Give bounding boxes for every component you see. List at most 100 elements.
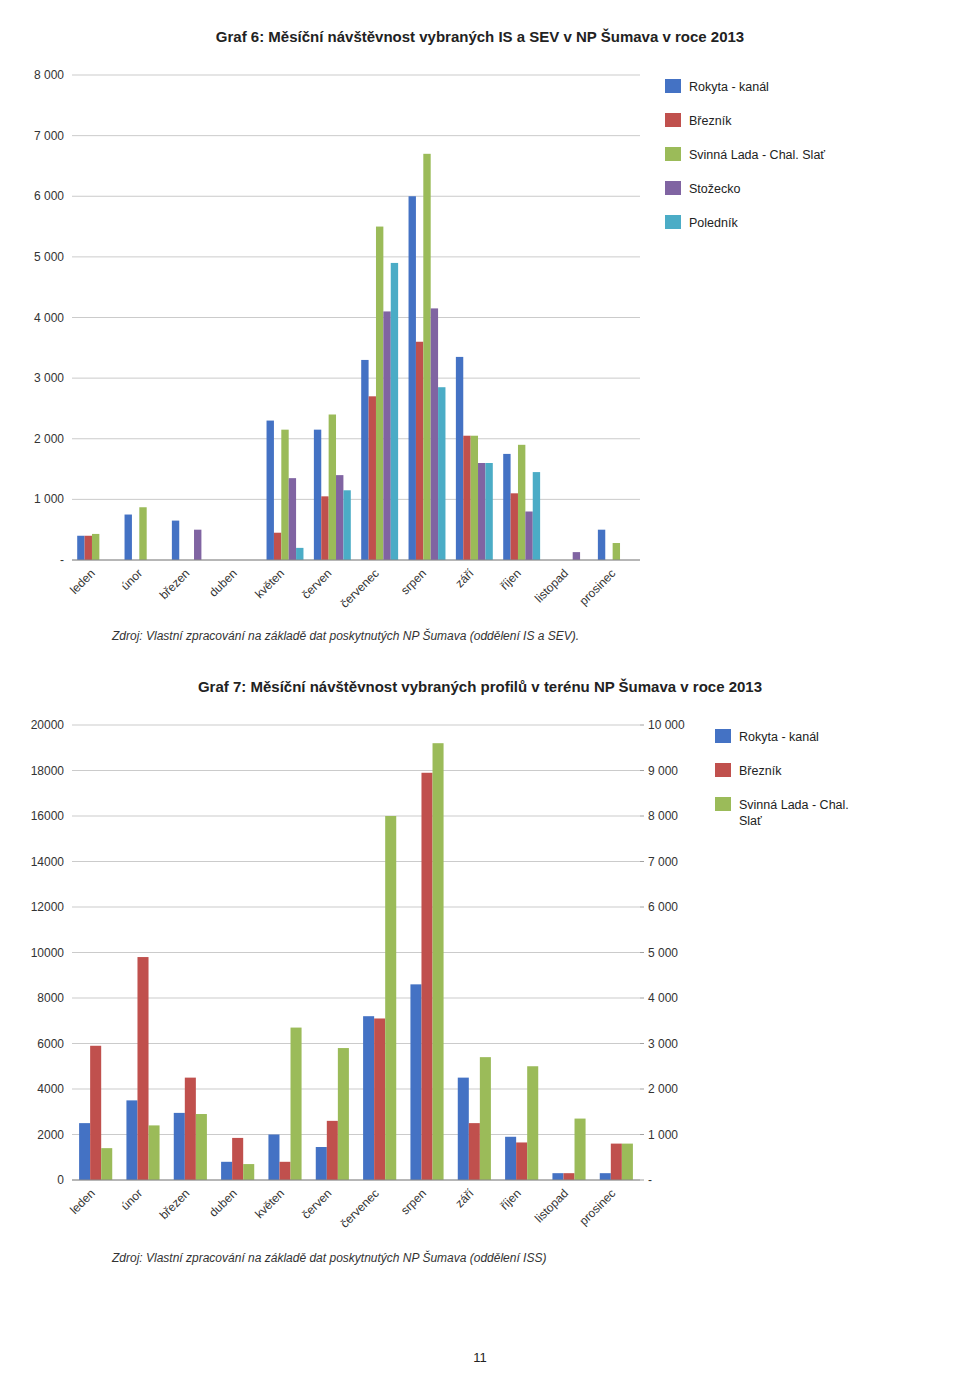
x-tick-label: květen: [252, 1186, 287, 1221]
source-note: Zdroj: Vlastní zpracování na základě dat…: [111, 1250, 546, 1265]
bar: [505, 1137, 516, 1180]
bar: [316, 1147, 327, 1180]
y-tick-label: 8000: [37, 991, 64, 1005]
bar: [232, 1138, 243, 1180]
x-tick-label: srpen: [398, 566, 429, 597]
bar: [90, 1046, 101, 1180]
bar: [409, 196, 416, 560]
y2-tick: [640, 1180, 644, 1181]
x-tick-label: červen: [299, 566, 334, 601]
x-tick-label: září: [452, 566, 477, 591]
bar: [296, 548, 303, 560]
bar: [126, 1100, 137, 1180]
y-tick-label: 3 000: [34, 371, 64, 385]
legend-label: Stožecko: [689, 182, 740, 196]
bars: [77, 154, 620, 560]
grid-line: [72, 438, 640, 439]
bar: [314, 430, 321, 560]
x-tick-label: listopad: [532, 1186, 571, 1225]
legend-label: Březník: [739, 764, 782, 778]
bar: [518, 445, 525, 560]
title: Graf 7: Měsíční návštěvnost vybraných pr…: [198, 678, 762, 695]
bar: [289, 478, 296, 560]
legend-label: Březník: [689, 114, 732, 128]
legend-swatch: [665, 215, 681, 229]
bar: [361, 360, 368, 560]
bar: [485, 463, 492, 560]
y-tick-label: 16000: [31, 809, 65, 823]
bar: [85, 536, 92, 560]
grid-line: [72, 907, 640, 908]
bar: [471, 436, 478, 560]
grid-line: [72, 75, 640, 76]
y-tick-label: 12000: [31, 900, 65, 914]
y2-tick: [640, 816, 644, 817]
bar: [613, 543, 620, 560]
y2-tick-label: 10 000: [648, 718, 685, 732]
bar: [552, 1173, 563, 1180]
x-tick-label: červen: [299, 1186, 334, 1221]
legend-swatch: [715, 797, 731, 811]
bar: [243, 1164, 254, 1180]
legend-swatch: [665, 113, 681, 127]
background: [0, 0, 960, 1392]
grid-line: [72, 816, 640, 817]
y-tick-label: -: [60, 553, 64, 567]
y2-tick: [640, 998, 644, 999]
bar: [622, 1144, 633, 1180]
bar: [79, 1123, 90, 1180]
legend-label-line: Rokyta - kanál: [689, 80, 769, 94]
legend-label-line: Rokyta - kanál: [739, 730, 819, 744]
bar: [194, 530, 201, 560]
x-axis-line: [72, 1180, 640, 1181]
bar: [274, 533, 281, 560]
grid-line: [72, 770, 640, 771]
y2-tick: [640, 861, 644, 862]
legend-label: Svinná Lada - Chal.Slať: [739, 798, 849, 828]
x-tick-label: leden: [67, 566, 98, 597]
y2-tick: [640, 725, 644, 726]
legend-swatch: [665, 147, 681, 161]
legend-label-line: Stožecko: [689, 182, 740, 196]
bar: [480, 1057, 491, 1180]
bar: [385, 816, 396, 1180]
grid-line: [72, 952, 640, 953]
y-tick-label: 18000: [31, 764, 65, 778]
y-tick-label: 20000: [31, 718, 65, 732]
x-tick-label: srpen: [398, 1186, 429, 1217]
legend-label-line: Svinná Lada - Chal.: [739, 798, 849, 812]
grid-line: [72, 725, 640, 726]
x-tick-label: únor: [118, 566, 145, 593]
bar: [92, 534, 99, 560]
legend-label-line: Březník: [689, 114, 732, 128]
x-tick-label: únor: [118, 1186, 145, 1213]
legend-label: Rokyta - kanál: [689, 80, 769, 94]
bars: [79, 743, 633, 1180]
bar: [77, 536, 84, 560]
y-tick-label: 4 000: [34, 311, 64, 325]
legend-label-line: Březník: [739, 764, 782, 778]
title: Graf 6: Měsíční návštěvnost vybraných IS…: [216, 28, 744, 45]
bar: [383, 311, 390, 560]
y-tick-label: 1 000: [34, 492, 64, 506]
x-tick-label: listopad: [532, 566, 571, 605]
page: Graf 6: Měsíční návštěvnost vybraných IS…: [0, 0, 960, 1392]
bar: [267, 421, 274, 560]
y2-tick-label: -: [648, 1173, 652, 1187]
bar: [374, 1018, 385, 1180]
bar: [456, 357, 463, 560]
grid-line: [72, 560, 640, 561]
bar: [363, 1016, 374, 1180]
grid-line: [72, 998, 640, 999]
bar: [410, 984, 421, 1180]
bar: [268, 1135, 279, 1181]
chart: Graf 6: Měsíční návštěvnost vybraných IS…: [34, 28, 825, 643]
bar: [431, 308, 438, 560]
bar: [336, 475, 343, 560]
bar: [511, 493, 518, 560]
page-number: 11: [473, 1350, 487, 1365]
y2-tick-label: 4 000: [648, 991, 678, 1005]
x-tick-label: září: [452, 1186, 477, 1211]
bar: [185, 1078, 196, 1180]
bar: [221, 1162, 232, 1180]
